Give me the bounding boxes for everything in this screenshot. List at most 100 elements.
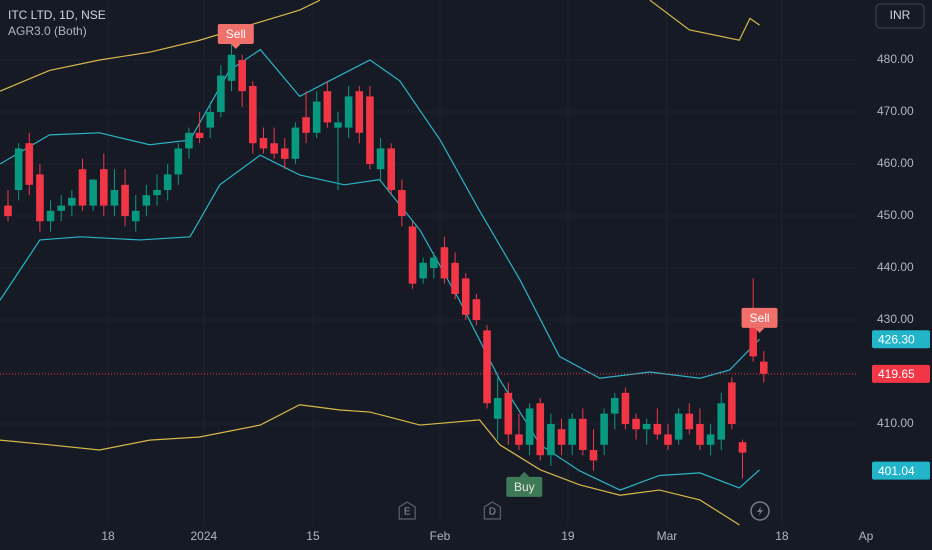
signal-label: Buy	[514, 480, 535, 494]
candle-body	[674, 413, 683, 440]
signal-pointer	[519, 471, 530, 477]
candle-body	[483, 330, 491, 404]
y-tick-label: 450.00	[877, 208, 914, 222]
signal-label: Sell	[226, 27, 246, 41]
candle-body	[217, 75, 225, 113]
price-label: 426.30	[878, 332, 915, 346]
candle-body	[68, 197, 76, 206]
candle-body	[536, 403, 545, 456]
candle-body	[270, 143, 278, 154]
candle-body	[760, 361, 768, 374]
candle-body	[227, 54, 236, 81]
candle-body	[440, 247, 449, 279]
y-tick-label: 460.00	[877, 156, 914, 170]
candle-body	[312, 101, 321, 133]
event-label: E	[404, 507, 411, 518]
band-line	[649, 0, 760, 41]
candle-body	[99, 169, 108, 206]
candle-body	[451, 262, 459, 295]
candle-body	[366, 96, 374, 165]
x-tick-label: Ap	[859, 529, 874, 543]
candle-body	[238, 60, 246, 92]
candle-body	[419, 262, 427, 279]
candle-body	[398, 190, 406, 217]
candle-body	[387, 148, 396, 191]
candle-body	[163, 174, 172, 191]
price-label-box	[872, 330, 930, 349]
candle-body	[738, 442, 747, 453]
lightning-icon	[750, 501, 770, 521]
x-tick-label: 18	[101, 529, 115, 543]
y-tick-label: 440.00	[877, 260, 914, 274]
signal-sell: Sell	[217, 24, 254, 50]
candle-body	[610, 398, 619, 414]
candle-body	[653, 424, 662, 435]
candle-body	[642, 424, 651, 430]
y-tick-label: 410.00	[877, 416, 914, 430]
x-tick-label: 15	[306, 529, 320, 543]
price-label: 401.04	[878, 464, 915, 478]
band-line	[0, 0, 321, 92]
y-tick-label: 470.00	[877, 104, 914, 118]
y-tick-label: 480.00	[877, 52, 914, 66]
candle-body	[206, 112, 215, 128]
candle-body	[280, 148, 289, 159]
candle-body	[259, 138, 268, 149]
plot-area: Sell Buy Sell E D	[0, 0, 858, 526]
event-marker	[398, 501, 416, 520]
candle-body	[557, 429, 566, 445]
candle-body	[4, 205, 12, 217]
candle-body	[355, 91, 364, 133]
candle-body	[185, 132, 193, 149]
candle-body	[14, 148, 23, 191]
signal-box	[506, 476, 543, 497]
candle-body	[376, 148, 385, 170]
candle-body	[717, 403, 726, 440]
signal-box	[741, 307, 778, 328]
candle-body	[504, 392, 513, 435]
candle-body	[515, 434, 523, 445]
x-tick-label: Mar	[657, 529, 678, 543]
candle-body	[46, 210, 55, 222]
candle-body	[525, 408, 534, 445]
candle-body	[493, 398, 502, 419]
event-marker	[483, 501, 501, 520]
axes: 410.00420.00430.00440.00450.00460.00470.…	[101, 52, 930, 543]
candle-body	[685, 413, 694, 430]
indicator-name: AGR3.0 (Both)	[8, 24, 87, 38]
band-line	[0, 404, 740, 526]
currency-label[interactable]: INR	[890, 8, 911, 22]
candle-body	[131, 210, 140, 222]
candle-body	[728, 382, 736, 425]
band-line	[0, 48, 760, 379]
candle-body	[632, 418, 640, 430]
price-axis-panel	[858, 0, 932, 550]
chart-title: ITC LTD, 1D, NSE	[8, 8, 106, 22]
candle-body	[600, 413, 608, 445]
currency-button[interactable]	[875, 3, 925, 29]
x-tick-label: 19	[561, 529, 575, 543]
signal-pointer	[230, 44, 241, 50]
candle-body	[249, 86, 257, 144]
candle-body	[706, 434, 715, 445]
signal-sell: Sell	[741, 307, 778, 333]
candle-body	[696, 424, 704, 445]
signal-buy: Buy	[506, 471, 543, 497]
candle-body	[579, 418, 587, 451]
candle-body	[174, 148, 183, 175]
candle-body	[291, 127, 300, 159]
candle-body	[472, 299, 481, 321]
price-label: 419.65	[878, 367, 915, 381]
candle-body	[429, 257, 438, 269]
x-tick-label: 18	[775, 529, 789, 543]
price-label-box	[872, 364, 930, 383]
x-tick-label: Feb	[430, 529, 451, 543]
grid	[0, 0, 858, 525]
x-tick-label: 2024	[191, 529, 218, 543]
y-tick-label: 430.00	[877, 312, 914, 326]
signal-pointer	[754, 327, 765, 333]
candle-body	[302, 117, 310, 133]
candle-body	[589, 450, 598, 461]
signal-label: Sell	[750, 311, 770, 325]
